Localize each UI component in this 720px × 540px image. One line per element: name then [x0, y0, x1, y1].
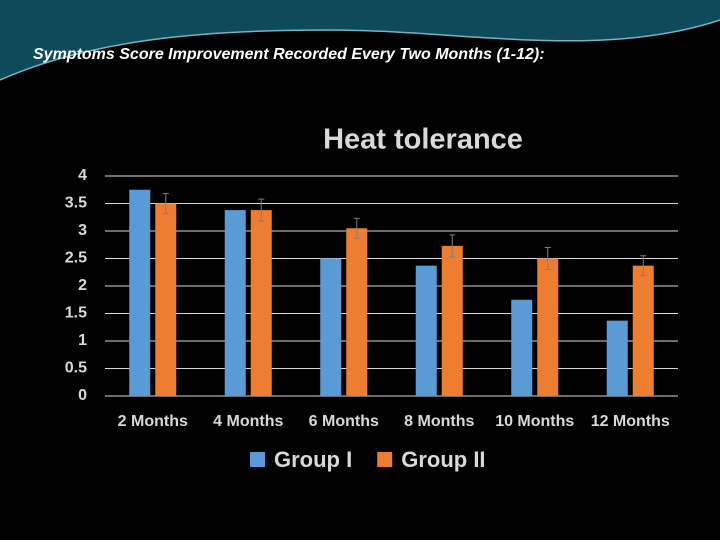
bar	[224, 210, 246, 396]
x-tick-label: 2 Months	[118, 413, 188, 430]
x-tick-label: 4 Months	[213, 413, 283, 430]
error-bar	[449, 234, 456, 258]
error-bar	[544, 247, 551, 270]
bar	[415, 265, 437, 396]
header-line	[0, 19, 720, 81]
y-tick-label: 2	[78, 277, 87, 294]
y-tick-label: 0	[78, 387, 87, 404]
x-tick-label: 10 Months	[495, 413, 574, 430]
bar	[250, 210, 272, 396]
legend-swatch	[250, 452, 265, 467]
bar	[537, 258, 559, 396]
x-tick-label: 6 Months	[309, 413, 379, 430]
y-tick-label: 4	[78, 167, 87, 184]
bar	[155, 203, 177, 396]
legend-label: Group I	[274, 447, 352, 472]
bar	[346, 228, 368, 396]
error-bar	[258, 198, 265, 222]
slide-title: Symptoms Score Improvement Recorded Ever…	[33, 46, 545, 63]
error-bar	[162, 193, 169, 214]
legend-swatch	[377, 452, 393, 467]
y-tick-label: 1	[78, 332, 87, 349]
y-tick-label: 3.5	[65, 195, 87, 212]
x-tick-label: 8 Months	[404, 413, 474, 430]
error-bar	[353, 217, 360, 239]
legend-label: Group II	[401, 447, 485, 472]
y-tick-label: 0.5	[65, 360, 87, 377]
bar	[320, 258, 342, 396]
y-tick-label: 2.5	[65, 250, 87, 267]
error-bar	[640, 255, 647, 277]
bar	[441, 245, 463, 396]
y-tick-label: 3	[78, 222, 87, 239]
bar	[511, 299, 533, 396]
bar	[129, 189, 151, 396]
chart-title: Heat tolerance	[323, 124, 523, 156]
y-tick-label: 1.5	[65, 305, 87, 322]
header-wave	[0, 0, 720, 80]
x-tick-label: 12 Months	[591, 413, 670, 430]
bar	[606, 320, 628, 396]
bar	[632, 265, 654, 396]
